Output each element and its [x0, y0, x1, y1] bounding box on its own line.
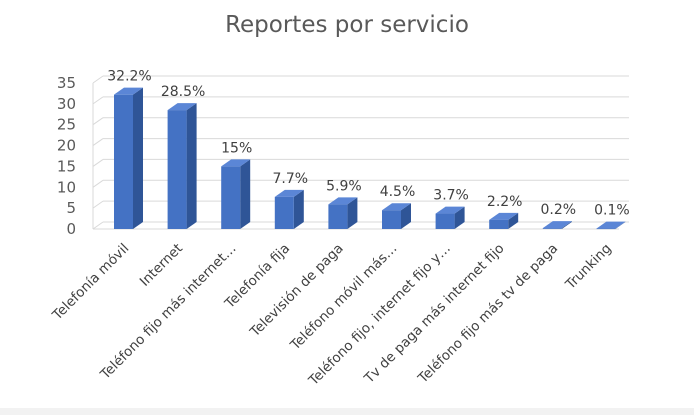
- category-label: Trunking: [562, 241, 615, 294]
- bar: [542, 221, 572, 229]
- bar: [274, 189, 304, 229]
- bar-front: [382, 210, 401, 229]
- grid-depth-edge: [92, 221, 104, 230]
- y-tick-label: 30: [57, 95, 76, 113]
- bars: [114, 87, 626, 230]
- data-label: 0.1%: [594, 203, 630, 219]
- category-label: Internet: [137, 241, 186, 290]
- y-tick-label: 0: [66, 220, 76, 238]
- bar-side: [508, 212, 519, 229]
- y-tick-label: 15: [57, 157, 76, 175]
- bar-side: [561, 221, 572, 229]
- bar-front: [489, 219, 509, 229]
- bar: [382, 203, 411, 229]
- bar-top: [274, 189, 304, 197]
- bar-side: [454, 206, 465, 229]
- bar-top: [382, 203, 411, 211]
- bar-front: [274, 196, 294, 229]
- y-tick-label: 25: [57, 116, 76, 134]
- bar-side: [401, 203, 411, 229]
- data-label: 15%: [221, 140, 252, 156]
- data-label: 32.2%: [107, 69, 151, 85]
- bar: [167, 103, 197, 229]
- data-label: 7.7%: [273, 171, 309, 187]
- bar-front: [167, 110, 187, 229]
- bar-top: [596, 221, 626, 229]
- category-label: Telefonía móvil: [49, 241, 133, 325]
- y-tick-label: 35: [57, 74, 76, 92]
- bar: [114, 87, 143, 230]
- bar-side: [347, 197, 358, 229]
- bar: [489, 212, 519, 229]
- grid-depth-edge: [92, 138, 104, 146]
- bar-front: [435, 213, 455, 229]
- bar-front: [542, 228, 562, 229]
- grid-depth-edge: [92, 179, 104, 188]
- data-label: 28.5%: [161, 84, 205, 100]
- grid-depth-edge: [92, 159, 104, 167]
- bar-top: [167, 103, 197, 111]
- bar-top: [328, 197, 358, 205]
- y-tick-label: 5: [66, 199, 76, 217]
- data-label: 3.7%: [433, 188, 469, 204]
- bar: [221, 159, 251, 229]
- bar: [328, 197, 358, 229]
- bar-side: [240, 159, 251, 229]
- bar: [596, 221, 626, 230]
- bar-top: [114, 87, 143, 95]
- bar-top: [542, 221, 572, 229]
- bar-top: [221, 159, 251, 167]
- bar-front: [114, 94, 133, 230]
- data-label: 5.9%: [326, 178, 362, 194]
- data-label: 2.2%: [487, 194, 523, 210]
- bar-side: [293, 189, 304, 229]
- grid-depth-edge: [92, 75, 104, 84]
- y-tick-label: 20: [57, 137, 76, 155]
- bar-front: [221, 166, 241, 229]
- bar-top: [489, 212, 519, 220]
- category-label: Teléfono móvil más…: [287, 241, 401, 355]
- bar-side: [133, 87, 143, 230]
- category-label: Televisión de paga: [246, 241, 346, 341]
- bar-side: [186, 103, 197, 229]
- grid-depth-edge: [92, 200, 104, 209]
- y-axis-ticks: 0 5 10 15 20 25 30 35: [57, 74, 76, 238]
- data-label: 4.5%: [380, 184, 416, 200]
- data-labels: 32.2% 28.5% 15% 7.7% 5.9% 4.5% 3.7% 2.2% 0.2% 0.1…: [107, 69, 629, 219]
- grid-depth-edge: [92, 117, 104, 126]
- bar-front: [328, 204, 348, 229]
- bar: [435, 206, 465, 229]
- y-tick-label: 10: [57, 178, 76, 196]
- bar-front: [596, 228, 616, 230]
- chart-title: Reportes por servicio: [225, 12, 469, 38]
- bar-top: [435, 206, 465, 214]
- grid-depth-edge: [92, 96, 104, 105]
- bar-side: [615, 221, 626, 229]
- data-label: 0.2%: [541, 202, 577, 218]
